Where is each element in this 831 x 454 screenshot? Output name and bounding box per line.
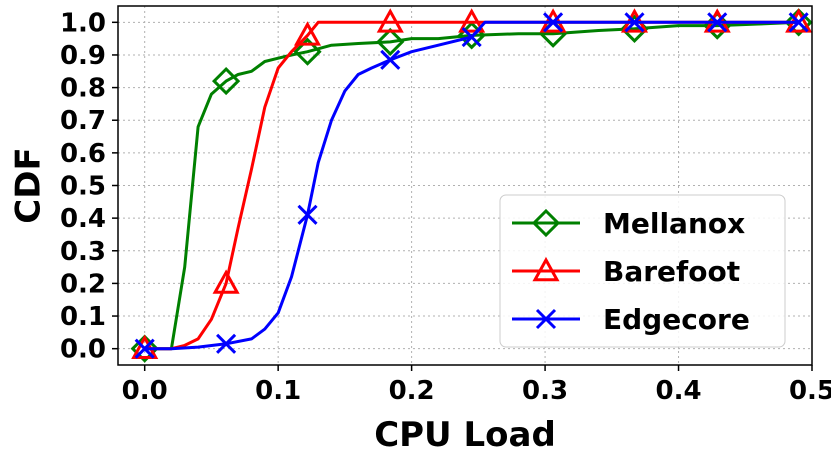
series-edgecore <box>134 12 809 359</box>
data-point-mellanox <box>293 37 322 66</box>
y-tick-label: 0.0 <box>60 335 106 365</box>
x-axis-title: CPU Load <box>374 415 556 454</box>
data-point-edgecore <box>297 204 318 225</box>
data-point-edgecore <box>624 12 645 33</box>
x-tick-label: 0.1 <box>255 376 301 406</box>
data-point-edgecore <box>707 12 728 33</box>
x-tick-label: 0.2 <box>389 376 435 406</box>
legend: Mellanox Barefoot Edgecore <box>499 194 786 348</box>
data-point-barefoot <box>293 21 322 46</box>
data-point-mellanox <box>211 66 241 96</box>
y-tick-label: 0.2 <box>60 269 106 299</box>
data-point-edgecore <box>461 26 482 48</box>
x-tick-label: 0.0 <box>122 376 168 406</box>
y-tick-label: 0.6 <box>60 139 106 169</box>
x-tick-label: 0.5 <box>789 376 831 406</box>
tick-layer: 0.0 0.1 0.2 0.3 0.4 0.50.00.10.20.30.40.50.60… <box>60 8 831 406</box>
legend-marker-barefoot <box>532 256 560 282</box>
legend-marker-edgecore <box>535 308 557 330</box>
data-point-barefoot <box>212 269 240 294</box>
legend-marker-mellanox <box>531 208 561 238</box>
y-tick-label: 0.3 <box>60 237 106 267</box>
y-tick-label: 0.1 <box>60 302 106 332</box>
y-tick-label: 0.9 <box>60 41 106 71</box>
data-point-barefoot <box>376 8 404 33</box>
y-axis-title: CDF <box>9 147 49 223</box>
legend-box <box>499 194 786 348</box>
data-point-edgecore <box>543 12 564 33</box>
data-point-mellanox <box>130 334 159 363</box>
data-point-barefoot <box>458 8 486 33</box>
series-line-edgecore <box>144 20 799 351</box>
data-point-edgecore <box>788 12 809 33</box>
series-layer <box>130 8 813 363</box>
y-tick-label: 0.5 <box>60 172 106 202</box>
x-tick-label: 0.4 <box>656 376 702 406</box>
y-tick-label: 0.8 <box>60 74 106 104</box>
legend-item-edgecore: Edgecore <box>512 303 750 336</box>
y-tick-label: 0.7 <box>60 106 106 136</box>
legend-item-mellanox: Mellanox <box>512 207 745 240</box>
legend-item-barefoot: Barefoot <box>512 255 740 288</box>
y-tick-label: 0.4 <box>60 204 106 234</box>
legend-label-barefoot: Barefoot <box>603 255 740 288</box>
x-tick-label: 0.3 <box>522 376 568 406</box>
data-point-edgecore <box>134 338 155 359</box>
data-point-edgecore <box>380 49 401 70</box>
data-point-mellanox <box>376 27 405 57</box>
y-tick-label: 1.0 <box>60 8 106 38</box>
data-point-mellanox <box>784 8 813 37</box>
legend-label-edgecore: Edgecore <box>603 303 750 336</box>
data-point-edgecore <box>216 333 237 354</box>
legend-label-mellanox: Mellanox <box>603 207 745 240</box>
